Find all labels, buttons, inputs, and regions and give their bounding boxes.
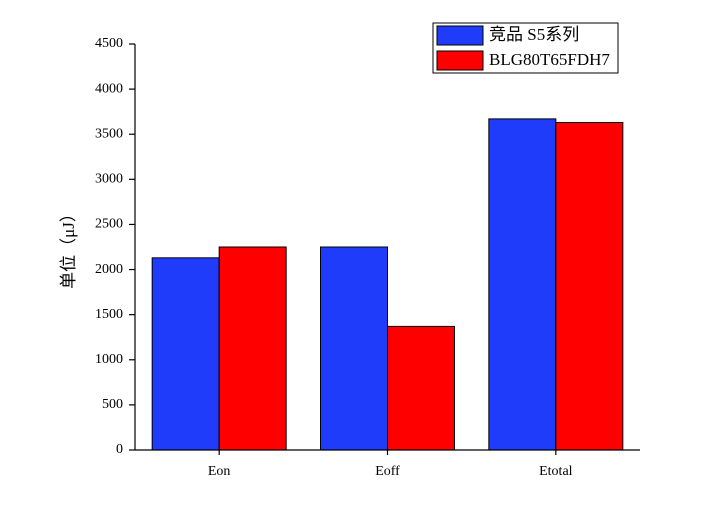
y-tick-label: 2500 — [95, 217, 123, 232]
bar — [151, 257, 220, 451]
bar — [320, 246, 388, 451]
y-tick-label: 2000 — [95, 262, 123, 277]
y-tick-label: 500 — [102, 397, 123, 412]
y-tick-label: 4500 — [95, 36, 123, 51]
y-tick-label: 3500 — [95, 126, 123, 141]
x-tick-label: Etotal — [539, 464, 573, 479]
y-tick-label: 3000 — [95, 172, 123, 187]
bar — [218, 246, 287, 451]
y-tick-label: 1500 — [95, 307, 123, 322]
y-tick-label: 1000 — [95, 352, 123, 367]
bar — [555, 121, 624, 451]
legend-swatch — [436, 25, 484, 46]
y-tick-label: 4000 — [95, 81, 123, 96]
legend-label: BLG80T65FDH7 — [489, 50, 610, 69]
bar — [387, 325, 455, 451]
x-tick-label: Eon — [208, 464, 231, 479]
y-tick-label: 0 — [116, 442, 123, 457]
y-axis-label: 单位（μJ） — [59, 205, 78, 289]
legend-swatch — [436, 50, 484, 71]
bar — [488, 118, 557, 451]
legend-label: 竞品 S5系列 — [489, 25, 579, 44]
x-tick-label: Eoff — [375, 464, 400, 479]
